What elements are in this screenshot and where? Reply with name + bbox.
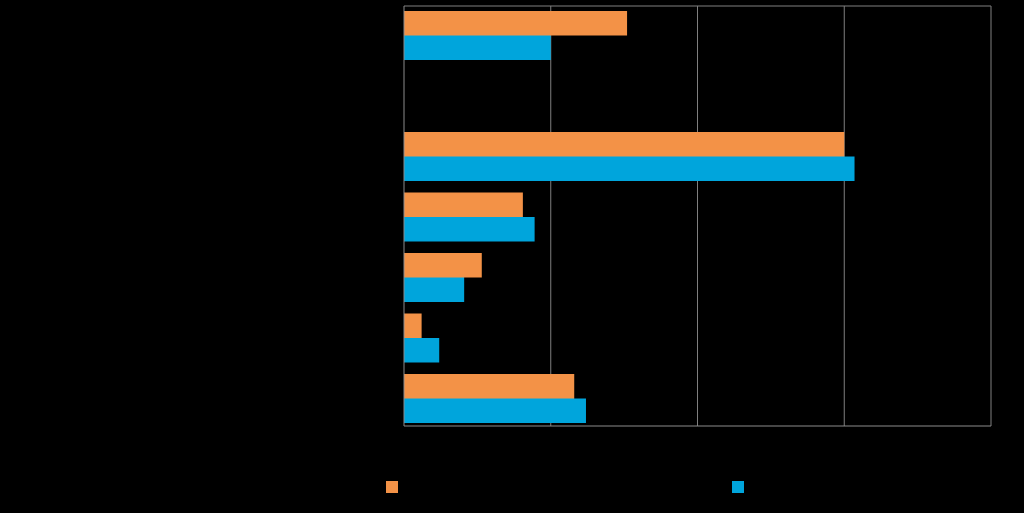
legend-swatch-series-2 (732, 481, 744, 493)
axes (403, 6, 991, 427)
bar-series-1-category-4 (404, 192, 523, 217)
bar-series-2-category-5 (404, 277, 465, 302)
legend (386, 481, 744, 493)
bar-series-1-category-3 (404, 132, 845, 157)
bar-series-1-category-1 (404, 11, 628, 36)
bars (404, 11, 855, 423)
bar-series-2-category-1 (404, 35, 551, 60)
legend-swatch-series-1 (386, 481, 398, 493)
bar-series-2-category-4 (404, 217, 535, 242)
bar-series-1-category-5 (404, 253, 482, 278)
bar-series-1-category-7 (404, 374, 575, 399)
bar-series-1-category-6 (404, 313, 422, 338)
gridlines (404, 5, 992, 426)
bar-series-2-category-6 (404, 338, 440, 363)
bar-series-2-category-3 (404, 156, 855, 181)
bar-series-2-category-7 (404, 398, 586, 423)
